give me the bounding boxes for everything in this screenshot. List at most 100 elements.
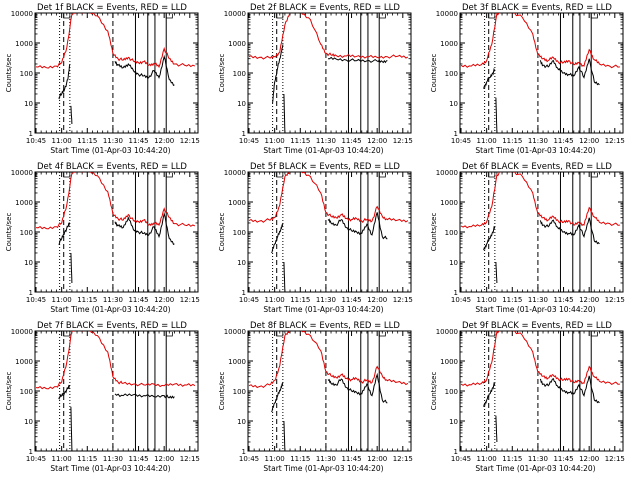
- plot-area: [35, 331, 196, 451]
- x-tick-label: 12:00: [367, 455, 387, 463]
- y-axis-label: Counts/sec: [430, 372, 438, 411]
- interval-bracket: [590, 332, 598, 337]
- events-series-line: [539, 217, 600, 245]
- events-series-line: [327, 56, 388, 64]
- plot-area: [35, 13, 196, 133]
- y-tick-label: 1: [454, 289, 458, 297]
- y-tick-label: 10000: [11, 10, 33, 18]
- y-tick-label: 1000: [228, 40, 246, 48]
- x-tick-label: 11:30: [316, 137, 336, 145]
- x-tick-label: 10:45: [26, 296, 46, 304]
- lld-series-line: [248, 13, 409, 60]
- interval-bracket: [165, 332, 173, 337]
- y-tick-label: 1000: [440, 358, 458, 366]
- x-tick-label: 11:00: [477, 296, 497, 304]
- y-axis-label: Counts/sec: [430, 54, 438, 93]
- events-series-line: [114, 393, 175, 399]
- events-series-line: [283, 261, 286, 292]
- x-tick-label: 12:15: [180, 455, 200, 463]
- panel-det-1f: Det 1f BLACK = Events, RED = LLD 1 10 100 10…: [5, 3, 200, 155]
- plot-area: [248, 331, 409, 451]
- y-tick-label: 1: [242, 289, 246, 297]
- x-tick-label: 12:00: [579, 137, 599, 145]
- x-tick-label: 11:45: [553, 455, 573, 463]
- y-tick-label: 1000: [228, 199, 246, 207]
- y-tick-label: 10000: [436, 10, 458, 18]
- x-tick-label: 12:15: [180, 137, 200, 145]
- x-tick-label: 10:45: [239, 455, 259, 463]
- y-tick-label: 10: [24, 100, 33, 108]
- x-tick-label: 12:15: [605, 455, 625, 463]
- y-tick-label: 1: [242, 448, 246, 456]
- y-axis-label: Counts/sec: [218, 213, 226, 252]
- events-series-line: [539, 375, 600, 404]
- panel-det-9f: Det 9f BLACK = Events, RED = LLD 1 10 100 10…: [430, 321, 625, 473]
- x-tick-label: 12:00: [154, 296, 174, 304]
- x-tick-label: 12:00: [154, 455, 174, 463]
- y-tick-label: 1: [454, 130, 458, 138]
- x-tick-label: 11:30: [316, 296, 336, 304]
- x-tick-label: 11:45: [128, 455, 148, 463]
- x-tick-label: 10:45: [26, 137, 46, 145]
- y-tick-label: 1000: [440, 40, 458, 48]
- interval-bracket: [488, 332, 496, 337]
- y-tick-label: 10000: [436, 169, 458, 177]
- x-tick-label: 12:15: [393, 137, 413, 145]
- y-tick-label: 1000: [440, 199, 458, 207]
- x-tick-label: 11:30: [528, 296, 548, 304]
- panel-det-6f: Det 6f BLACK = Events, RED = LLD 1 10 100 10…: [430, 162, 625, 314]
- events-series-line: [70, 105, 73, 125]
- x-tick-label: 11:15: [502, 137, 522, 145]
- interval-bracket: [276, 332, 284, 337]
- plot-area: [35, 172, 196, 292]
- x-tick-label: 12:00: [367, 296, 387, 304]
- x-tick-label: 11:15: [502, 455, 522, 463]
- events-series-line: [483, 67, 496, 89]
- x-tick-label: 11:30: [528, 137, 548, 145]
- panel-title: Det 3f BLACK = Events, RED = LLD: [462, 3, 612, 13]
- panel-title: Det 9f BLACK = Events, RED = LLD: [462, 321, 612, 331]
- x-tick-label: 12:00: [367, 137, 387, 145]
- events-series-line: [283, 93, 286, 133]
- panel-title: Det 8f BLACK = Events, RED = LLD: [250, 321, 400, 331]
- y-tick-label: 10000: [436, 328, 458, 336]
- panel-det-2f: Det 2f BLACK = Events, RED = LLD 1 10 100 10…: [218, 3, 413, 155]
- x-axis-label: Start Time (01-Apr-03 10:44:20): [263, 464, 383, 473]
- x-axis-label: Start Time (01-Apr-03 10:44:20): [50, 305, 170, 314]
- x-tick-label: 12:15: [605, 137, 625, 145]
- y-tick-label: 1: [29, 130, 33, 138]
- x-tick-label: 11:30: [103, 137, 123, 145]
- y-tick-label: 100: [20, 229, 33, 237]
- plot-area: [460, 331, 620, 451]
- events-series-line: [495, 97, 498, 133]
- events-series-line: [495, 261, 498, 284]
- lld-series-line: [460, 172, 620, 229]
- events-series-line: [327, 212, 388, 240]
- x-axis-label: Start Time (01-Apr-03 10:44:20): [263, 146, 383, 155]
- events-series-line: [271, 222, 284, 254]
- interval-bracket: [378, 14, 386, 19]
- y-axis-label: Counts/sec: [5, 54, 13, 93]
- y-tick-label: 10: [449, 100, 458, 108]
- y-tick-label: 100: [20, 70, 33, 78]
- y-tick-label: 10000: [11, 169, 33, 177]
- x-tick-label: 11:15: [290, 137, 310, 145]
- interval-bracket: [165, 14, 173, 19]
- interval-bracket: [63, 332, 71, 337]
- interval-bracket: [276, 173, 284, 178]
- x-tick-label: 12:00: [154, 137, 174, 145]
- y-tick-label: 10: [237, 418, 246, 426]
- events-series-line: [483, 381, 496, 407]
- panel-title: Det 1f BLACK = Events, RED = LLD: [37, 3, 187, 13]
- x-tick-label: 11:00: [265, 296, 285, 304]
- panel-title: Det 6f BLACK = Events, RED = LLD: [462, 162, 612, 172]
- y-axis-label: Counts/sec: [430, 213, 438, 252]
- interval-bracket: [590, 14, 598, 19]
- events-series-line: [327, 372, 388, 404]
- x-axis-label: Start Time (01-Apr-03 10:44:20): [50, 464, 170, 473]
- panel-det-3f: Det 3f BLACK = Events, RED = LLD 1 10 100 10…: [430, 3, 625, 155]
- panel-det-4f: Det 4f BLACK = Events, RED = LLD 1 10 100 10…: [5, 162, 200, 314]
- panel-title: Det 5f BLACK = Events, RED = LLD: [250, 162, 400, 172]
- events-series-line: [58, 63, 71, 100]
- x-tick-label: 11:15: [77, 137, 97, 145]
